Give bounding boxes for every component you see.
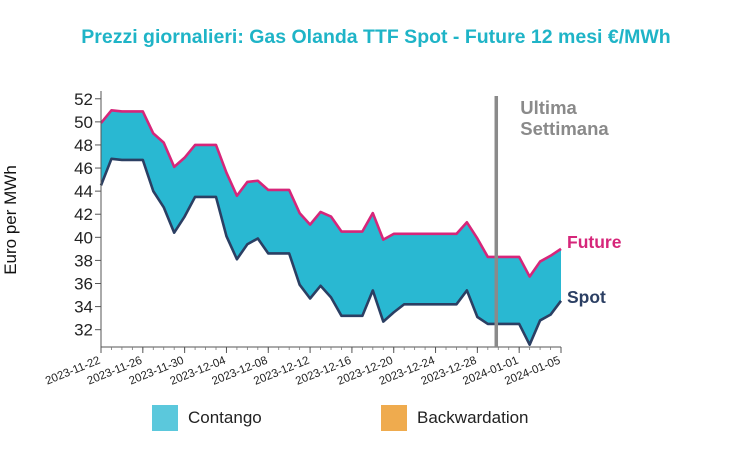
series-labels-layer: Future Spot: [567, 232, 622, 307]
future-label: Future: [567, 232, 622, 252]
y-tick-label: 34: [74, 298, 93, 317]
y-tick-label: 40: [74, 228, 93, 247]
y-tick-label: 32: [74, 321, 93, 340]
y-tick-label: 36: [74, 275, 93, 294]
y-tick-label: 46: [74, 159, 93, 178]
backwardation-swatch: [381, 405, 407, 431]
week-marker-label: Settimana: [520, 118, 609, 139]
week-marker-label: Ultima: [520, 97, 577, 118]
y-tick-label: 52: [74, 90, 93, 109]
y-axis-label: Euro per MWh: [1, 165, 20, 275]
future-line: [99, 109, 562, 278]
contango-swatch: [152, 405, 178, 431]
spot-line: [99, 157, 563, 346]
contango-label: Contango: [188, 408, 262, 427]
y-tick-label: 48: [74, 136, 93, 155]
legend-item-backwardation: Backwardation: [381, 405, 529, 431]
y-tick-label: 44: [74, 182, 93, 201]
chart-title: Prezzi giornalieri: Gas Olanda TTF Spot …: [81, 26, 671, 48]
y-tick-label: 50: [74, 113, 93, 132]
legend-item-contango: Contango: [152, 405, 262, 431]
series-lines-layer: [99, 109, 563, 346]
spread-band-layer: [101, 110, 561, 345]
contango-band: [101, 110, 561, 345]
backwardation-label: Backwardation: [417, 408, 529, 427]
y-tick-label: 42: [74, 205, 93, 224]
y-tick-label: 38: [74, 251, 93, 270]
spot-label: Spot: [567, 287, 606, 307]
